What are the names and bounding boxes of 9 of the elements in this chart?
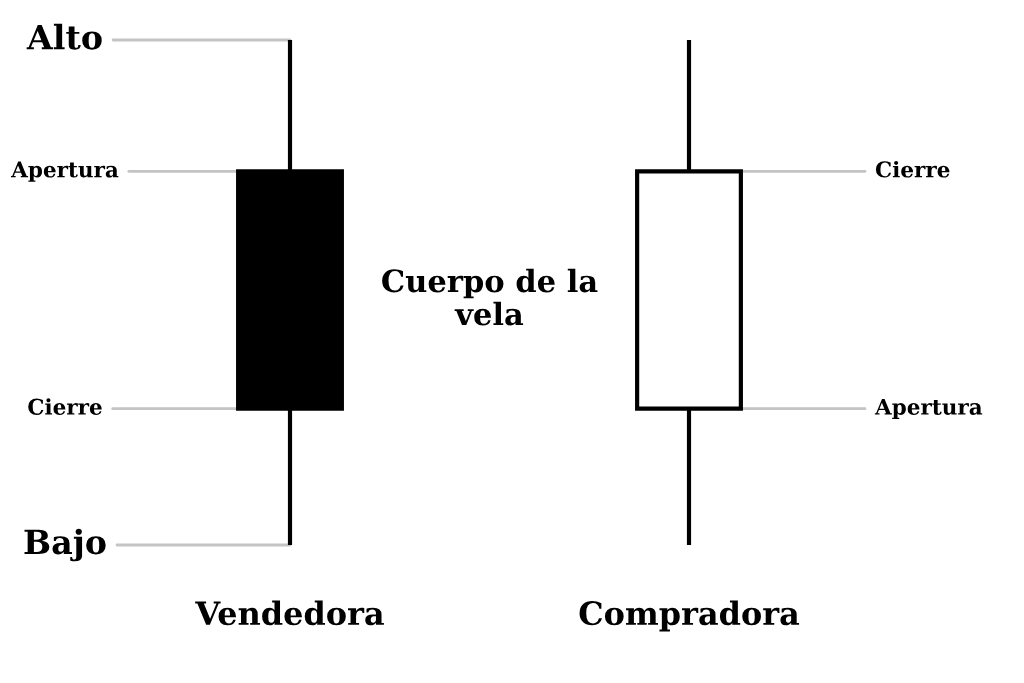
annotation: Cierre [875,160,950,178]
annotation: Apertura [10,161,119,182]
annotation: Alto [26,23,102,50]
x-tick-label: Compradora [579,600,800,632]
annotation: Apertura [874,398,983,420]
annotation: Cierre [28,398,102,415]
x-tick-label: Vendedora [195,600,384,626]
annotation: Cuerpo de la vela [382,268,598,326]
annotation: Bajo [24,528,106,562]
